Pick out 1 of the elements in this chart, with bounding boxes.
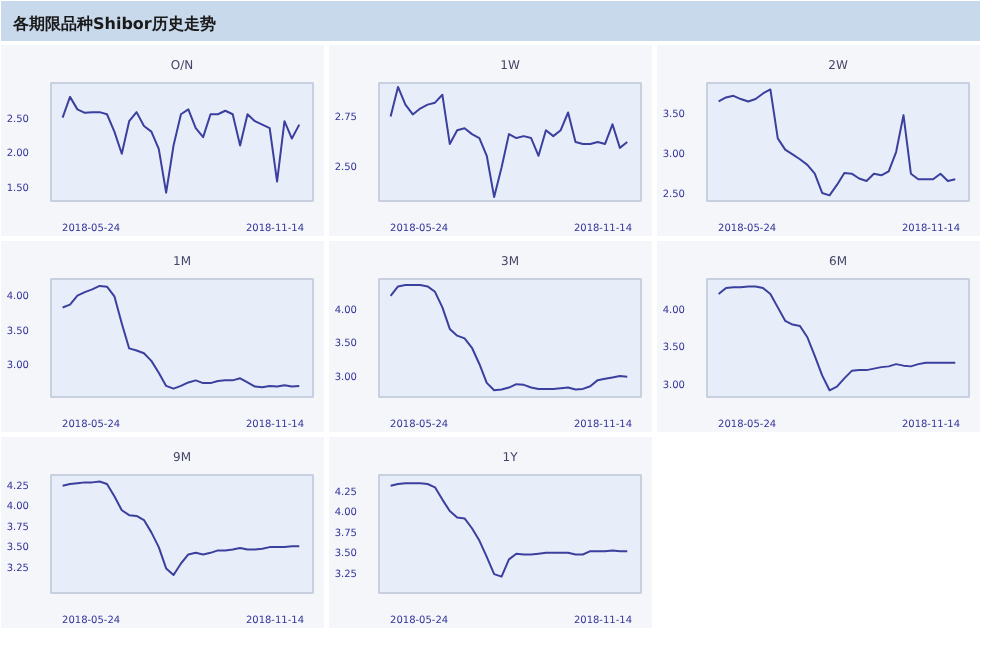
text: 各期限品种Shibor历史走势	[11, 15, 216, 33]
